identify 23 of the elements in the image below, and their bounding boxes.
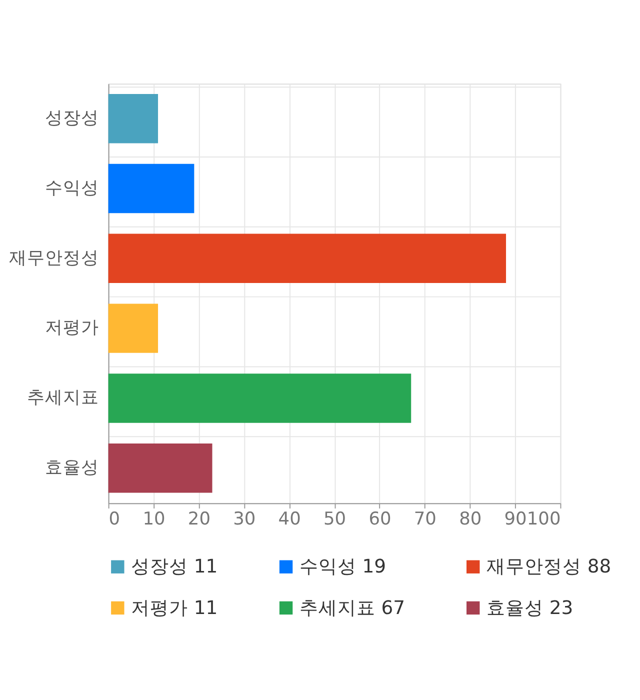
x-tick-label: 10: [142, 509, 166, 530]
y-tick-label: 추세지표: [26, 388, 99, 408]
legend-label: 추세지표 67: [299, 598, 406, 619]
y-tick-label: 재무안정성: [8, 248, 99, 268]
x-tick-label: 100: [526, 509, 561, 530]
legend-label: 효율성 23: [486, 598, 574, 619]
y-tick-label: 성장성: [44, 108, 99, 129]
x-tick-label: 50: [323, 509, 346, 530]
x-tick-label: 0: [108, 509, 120, 530]
legend-label: 재무안정성 88: [486, 556, 612, 578]
x-tick-label: 60: [368, 509, 392, 530]
x-tick-label: 20: [188, 509, 210, 530]
legend-label: 저평가 11: [130, 598, 218, 619]
x-tick-label: 90: [504, 509, 527, 530]
y-tick-label: 효율성: [44, 458, 99, 478]
x-tick-label: 40: [278, 509, 301, 530]
x-tick-label: 70: [414, 509, 436, 530]
legend-label: 성장성 11: [130, 556, 218, 578]
x-tick-label: 80: [459, 509, 482, 530]
y-tick-label: 저평가: [44, 318, 99, 338]
legend-label: 수익성 19: [299, 556, 386, 578]
x-tick-label: 30: [233, 509, 256, 530]
y-tick-label: 수익성: [44, 178, 99, 198]
